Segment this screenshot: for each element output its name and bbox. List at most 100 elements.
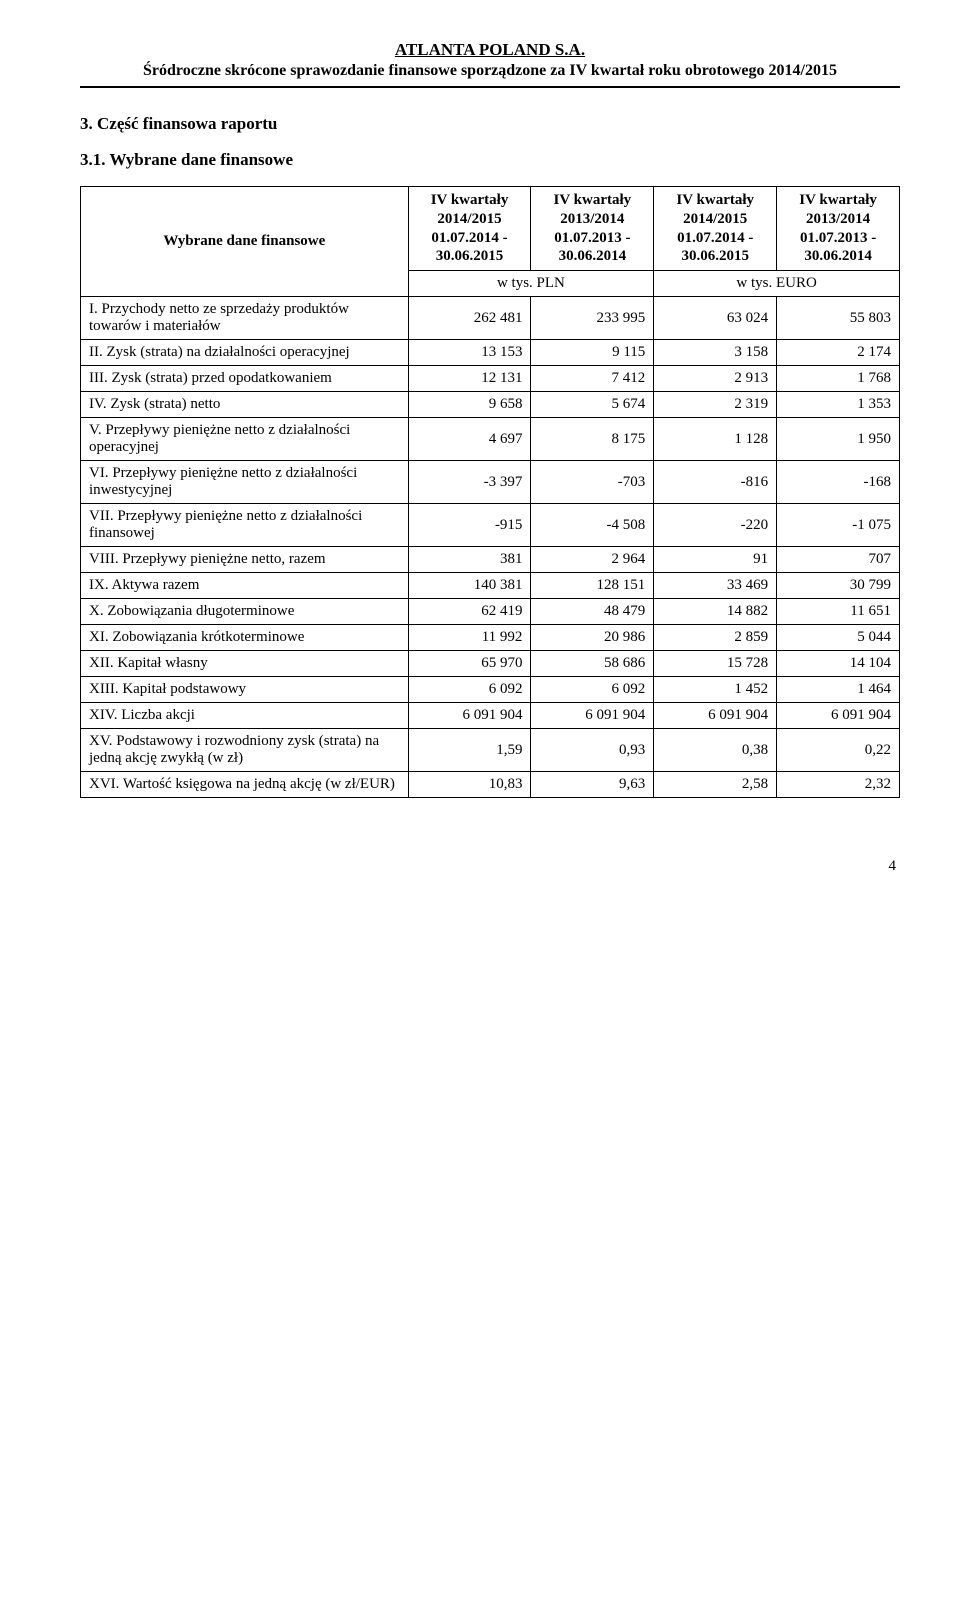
document-subtitle: Śródroczne skrócone sprawozdanie finanso… xyxy=(80,62,900,88)
row-value: 55 803 xyxy=(777,297,900,340)
period-col-3: IV kwartały 2014/2015 01.07.2014 - 30.06… xyxy=(654,187,777,271)
row-value: -4 508 xyxy=(531,504,654,547)
row-value: 233 995 xyxy=(531,297,654,340)
row-value: 1 464 xyxy=(777,677,900,703)
table-row: IX. Aktywa razem140 381128 15133 46930 7… xyxy=(81,573,900,599)
row-value: 2 859 xyxy=(654,625,777,651)
row-value: 1 950 xyxy=(777,418,900,461)
row-label: VIII. Przepływy pieniężne netto, razem xyxy=(81,547,409,573)
row-value: 140 381 xyxy=(408,573,531,599)
row-value: 30 799 xyxy=(777,573,900,599)
period-line: 30.06.2014 xyxy=(539,247,645,266)
row-value: 1 128 xyxy=(654,418,777,461)
row-label: XVI. Wartość księgowa na jedną akcję (w … xyxy=(81,772,409,798)
row-label: IX. Aktywa razem xyxy=(81,573,409,599)
row-label: X. Zobowiązania długoterminowe xyxy=(81,599,409,625)
row-value: -1 075 xyxy=(777,504,900,547)
row-value: 2 964 xyxy=(531,547,654,573)
period-line: 2013/2014 xyxy=(539,210,645,229)
row-value: 2,58 xyxy=(654,772,777,798)
table-row: V. Przepływy pieniężne netto z działalno… xyxy=(81,418,900,461)
row-value: 14 104 xyxy=(777,651,900,677)
row-value: 2 174 xyxy=(777,340,900,366)
period-line: 2014/2015 xyxy=(662,210,768,229)
row-value: 6 091 904 xyxy=(777,703,900,729)
period-col-1: IV kwartały 2014/2015 01.07.2014 - 30.06… xyxy=(408,187,531,271)
row-value: 11 992 xyxy=(408,625,531,651)
period-line: 01.07.2013 - xyxy=(539,229,645,248)
table-header-row: Wybrane dane finansowe IV kwartały 2014/… xyxy=(81,187,900,271)
row-value: -703 xyxy=(531,461,654,504)
table-row: XII. Kapitał własny65 97058 68615 72814 … xyxy=(81,651,900,677)
row-value: 14 882 xyxy=(654,599,777,625)
row-label: VI. Przepływy pieniężne netto z działaln… xyxy=(81,461,409,504)
row-value: -3 397 xyxy=(408,461,531,504)
period-line: 2013/2014 xyxy=(785,210,891,229)
table-row: XIV. Liczba akcji6 091 9046 091 9046 091… xyxy=(81,703,900,729)
period-line: 30.06.2015 xyxy=(417,247,523,266)
row-value: 91 xyxy=(654,547,777,573)
row-label: XII. Kapitał własny xyxy=(81,651,409,677)
row-value: 5 044 xyxy=(777,625,900,651)
row-value: 0,22 xyxy=(777,729,900,772)
row-value: 5 674 xyxy=(531,392,654,418)
period-line: IV kwartały xyxy=(539,191,645,210)
row-value: 1 452 xyxy=(654,677,777,703)
row-value: 20 986 xyxy=(531,625,654,651)
row-value: 6 092 xyxy=(531,677,654,703)
row-value: 62 419 xyxy=(408,599,531,625)
period-line: 2014/2015 xyxy=(417,210,523,229)
table-row: I. Przychody netto ze sprzedaży produktó… xyxy=(81,297,900,340)
row-label: II. Zysk (strata) na działalności operac… xyxy=(81,340,409,366)
company-header: ATLANTA POLAND S.A. xyxy=(80,40,900,60)
row-value: 0,93 xyxy=(531,729,654,772)
period-col-2: IV kwartały 2013/2014 01.07.2013 - 30.06… xyxy=(531,187,654,271)
row-value: 2 913 xyxy=(654,366,777,392)
row-value: 12 131 xyxy=(408,366,531,392)
row-value: 9,63 xyxy=(531,772,654,798)
period-col-4: IV kwartały 2013/2014 01.07.2013 - 30.06… xyxy=(777,187,900,271)
row-value: 6 091 904 xyxy=(531,703,654,729)
row-value: 63 024 xyxy=(654,297,777,340)
row-value: 262 481 xyxy=(408,297,531,340)
row-value: 6 091 904 xyxy=(408,703,531,729)
row-value: -168 xyxy=(777,461,900,504)
row-value: 65 970 xyxy=(408,651,531,677)
row-value: -220 xyxy=(654,504,777,547)
row-label: I. Przychody netto ze sprzedaży produktó… xyxy=(81,297,409,340)
row-value: 33 469 xyxy=(654,573,777,599)
row-value: 4 697 xyxy=(408,418,531,461)
row-value: 7 412 xyxy=(531,366,654,392)
row-value: 15 728 xyxy=(654,651,777,677)
table-row: XVI. Wartość księgowa na jedną akcję (w … xyxy=(81,772,900,798)
row-value: 0,38 xyxy=(654,729,777,772)
row-label: XI. Zobowiązania krótkoterminowe xyxy=(81,625,409,651)
period-line: 01.07.2014 - xyxy=(662,229,768,248)
row-value: 13 153 xyxy=(408,340,531,366)
row-value: 8 175 xyxy=(531,418,654,461)
row-value: 58 686 xyxy=(531,651,654,677)
row-value: 6 091 904 xyxy=(654,703,777,729)
financial-data-table: Wybrane dane finansowe IV kwartały 2014/… xyxy=(80,186,900,798)
period-line: 01.07.2013 - xyxy=(785,229,891,248)
page-container: ATLANTA POLAND S.A. Śródroczne skrócone … xyxy=(0,0,960,905)
period-line: 01.07.2014 - xyxy=(417,229,523,248)
table-row: VI. Przepływy pieniężne netto z działaln… xyxy=(81,461,900,504)
row-value: 10,83 xyxy=(408,772,531,798)
row-label: IV. Zysk (strata) netto xyxy=(81,392,409,418)
table-row: VIII. Przepływy pieniężne netto, razem38… xyxy=(81,547,900,573)
row-value: 1 768 xyxy=(777,366,900,392)
unit-euro: w tys. EURO xyxy=(654,271,900,297)
row-value: 381 xyxy=(408,547,531,573)
table-row: IV. Zysk (strata) netto9 6585 6742 3191 … xyxy=(81,392,900,418)
row-value: 6 092 xyxy=(408,677,531,703)
table-row: XV. Podstawowy i rozwodniony zysk (strat… xyxy=(81,729,900,772)
period-line: IV kwartały xyxy=(785,191,891,210)
row-value: 9 115 xyxy=(531,340,654,366)
row-value: -816 xyxy=(654,461,777,504)
period-line: IV kwartały xyxy=(417,191,523,210)
row-label: VII. Przepływy pieniężne netto z działal… xyxy=(81,504,409,547)
row-label: XIII. Kapitał podstawowy xyxy=(81,677,409,703)
row-label: XIV. Liczba akcji xyxy=(81,703,409,729)
table-row: XIII. Kapitał podstawowy6 0926 0921 4521… xyxy=(81,677,900,703)
